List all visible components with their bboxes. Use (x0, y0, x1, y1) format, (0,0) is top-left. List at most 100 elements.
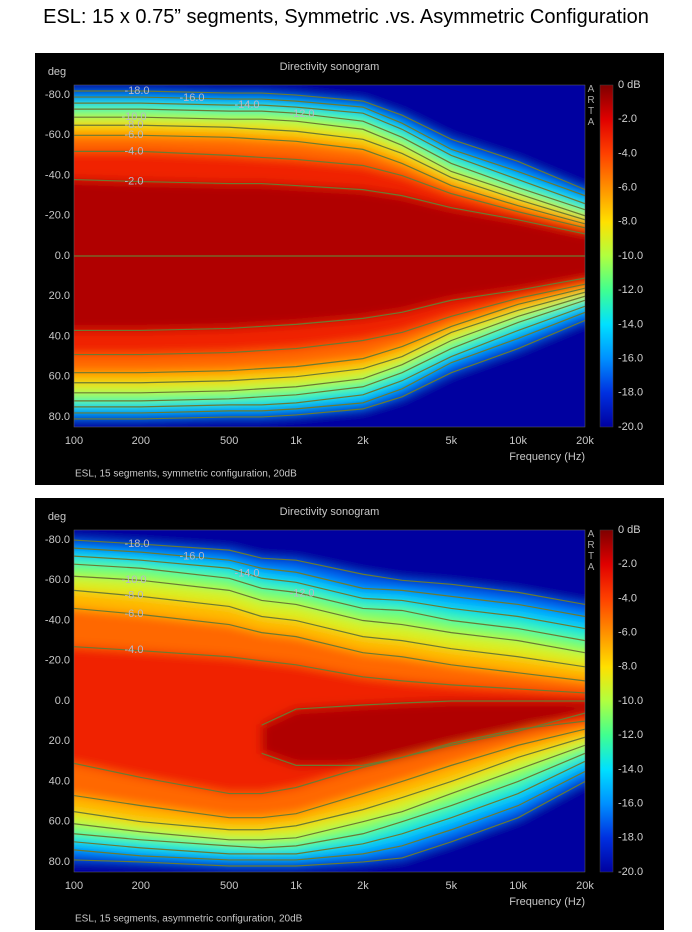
plot-frame (73, 84, 586, 428)
sonogram-symmetric: -18.0-16.0-14.0-12.0-10.0-8.0-6.0-4.0-2.… (35, 53, 664, 485)
colorbar-tick-label: -18.0 (618, 387, 643, 399)
x-tick-label: 5k (445, 435, 457, 447)
contour-line (74, 744, 585, 841)
contour-label: -12.0 (289, 108, 314, 120)
contour-label: -6.0 (125, 129, 144, 141)
contour-line (74, 150, 585, 229)
watermark-letter: A (588, 562, 595, 573)
contour-line (74, 770, 585, 861)
y-tick-label: -80.0 (45, 89, 70, 101)
contour-line (74, 607, 585, 682)
contour-lines (74, 539, 585, 867)
watermark-letter: T (588, 551, 594, 562)
y-tick-label: 80.0 (49, 856, 70, 868)
heat-band (261, 701, 585, 766)
contour-line (74, 124, 585, 221)
page-title: ESL: 15 x 0.75” segments, Symmetric .vs.… (43, 6, 649, 28)
contour-line (74, 736, 585, 831)
contour-label: -6.0 (125, 608, 144, 620)
contour-line (74, 589, 585, 668)
contour-line (74, 646, 585, 694)
contour-line (74, 728, 585, 819)
watermark-letter: R (587, 95, 594, 106)
colorbar (599, 529, 614, 873)
contour-label: -8.0 (125, 590, 144, 602)
x-tick-label: 2k (357, 880, 369, 892)
watermark-letter: A (588, 117, 595, 128)
y-axis-label: deg (48, 66, 66, 78)
contour-line (261, 700, 585, 726)
contour-label: -14.0 (234, 99, 259, 111)
watermark-letter: T (588, 106, 594, 117)
y-tick-label: 0.0 (55, 250, 70, 262)
colorbar-tick-label: -8.0 (618, 216, 637, 228)
colorbar-tick-label: -4.0 (618, 592, 637, 604)
colorbar-tick-label: -20.0 (618, 421, 643, 433)
x-tick-label: 1k (290, 880, 302, 892)
y-tick-label: 40.0 (49, 330, 70, 342)
contour-label: -4.0 (125, 644, 144, 656)
contour-line (74, 287, 585, 374)
chart-note: ESL, 15 segments, asymmetric configurati… (75, 914, 303, 925)
colorbar-tick-label: -16.0 (618, 353, 643, 365)
y-tick-label: 20.0 (49, 735, 70, 747)
heat-field (74, 530, 585, 872)
colorbar-tick-label: -2.0 (618, 113, 637, 125)
x-tick-label: 20k (576, 435, 594, 447)
sonogram-asymmetric: -18.0 -16.0 -14.0 -12.0 -10.0 -8.0 -6.0 -4.0 Dir… (35, 498, 664, 930)
contour-label: -8.0 (125, 119, 144, 131)
contour-line (74, 305, 585, 408)
y-tick-label: -60.0 (45, 574, 70, 586)
contour-line (74, 134, 585, 225)
contour-label: -18.0 (124, 85, 149, 97)
contour-label: -18.0 (124, 538, 149, 550)
x-tick-label: 10k (509, 880, 527, 892)
x-tick-label: 500 (220, 435, 238, 447)
contour-lines (74, 90, 585, 420)
y-tick-label: -20.0 (45, 210, 70, 222)
colorbar-tick-label: -14.0 (618, 763, 643, 775)
contour-label: -4.0 (125, 145, 144, 157)
y-tick-label: 0.0 (55, 695, 70, 707)
colorbar-tick-label: -20.0 (618, 866, 643, 878)
contour-line (74, 752, 585, 849)
contour-line (74, 319, 585, 420)
contour-line (74, 720, 585, 795)
contour-line (74, 108, 585, 211)
contour-line (74, 563, 585, 642)
heat-bands (74, 530, 585, 872)
chart-note: ESL, 15 segments, symmetric configuratio… (75, 469, 297, 480)
y-tick-label: 20.0 (49, 290, 70, 302)
colorbar-tick-label: -6.0 (618, 627, 637, 639)
contour-label: -16.0 (179, 92, 204, 104)
contour-line (74, 311, 585, 414)
contour-line (74, 575, 585, 654)
colorbar-tick-label: -16.0 (618, 798, 643, 810)
contour-line (261, 712, 585, 766)
contour-label: -10.0 (121, 574, 146, 586)
watermark-letter: A (588, 84, 595, 95)
x-tick-label: 100 (65, 880, 83, 892)
contour-line (74, 291, 585, 384)
y-tick-label: 60.0 (49, 816, 70, 828)
x-axis-label: Frequency (Hz) (509, 896, 585, 908)
plot-frame (73, 529, 586, 873)
contour-line (74, 780, 585, 867)
y-tick-label: -80.0 (45, 534, 70, 546)
colorbar-tick-label: -8.0 (618, 661, 637, 673)
contour-line (74, 283, 585, 356)
colorbar (599, 84, 614, 428)
colorbar-tick-label: -12.0 (618, 729, 643, 741)
contour-line (74, 299, 585, 402)
contour-label: -2.0 (125, 175, 144, 187)
x-tick-label: 10k (509, 435, 527, 447)
y-tick-label: 40.0 (49, 775, 70, 787)
x-tick-label: 1k (290, 435, 302, 447)
y-tick-label: -40.0 (45, 614, 70, 626)
y-tick-label: -40.0 (45, 169, 70, 181)
chart-title: Directivity sonogram (280, 506, 380, 518)
contour-line (74, 116, 585, 217)
contour-line (74, 760, 585, 855)
x-tick-label: 200 (132, 880, 150, 892)
